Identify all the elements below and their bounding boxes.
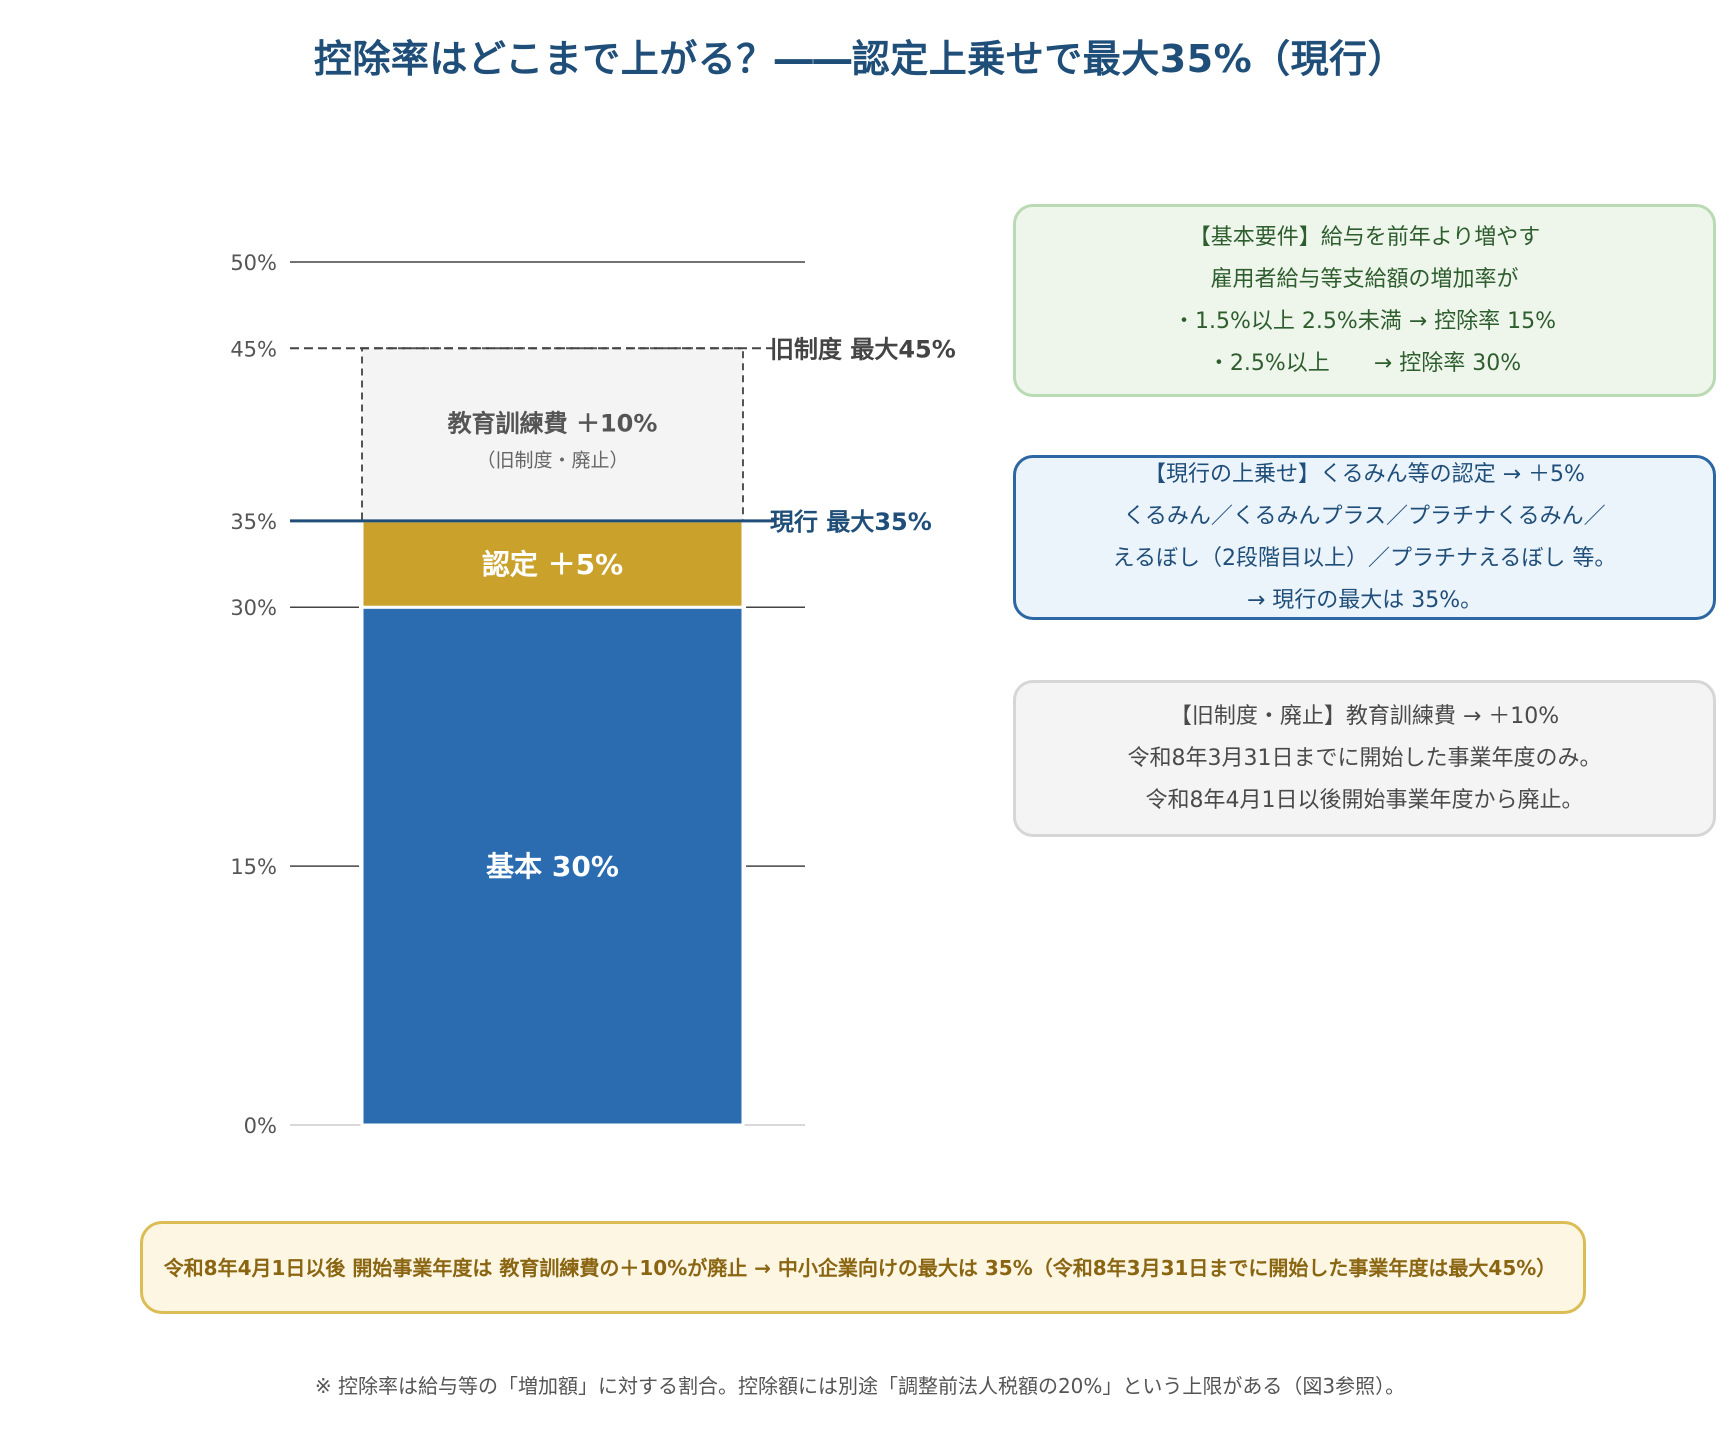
y-tick-label: 35% <box>230 510 277 534</box>
segment-sublabel-old: （旧制度・廃止） <box>476 450 628 472</box>
y-tick-label: 0% <box>244 1114 277 1138</box>
y-tick-label: 45% <box>230 337 277 361</box>
bar-segment <box>360 519 745 609</box>
note-line: 【旧制度・廃止】教育訓練費 → ＋10% <box>1169 703 1560 729</box>
reference-label-old-max: 旧制度 最大45% <box>770 335 956 363</box>
note-line: えるぼし（2段階目以上）／プラチナえるぼし 等。 <box>1112 545 1617 571</box>
stacked-bar-chart: 0% 15% 30% 35% 45% 50% 旧制度 最大45% 現行 最大35% 基本 30%… <box>230 251 956 1138</box>
note-line: 雇用者給与等支給額の増加率が <box>1210 266 1519 292</box>
note-line: 令和8年3月31日までに開始した事業年度のみ。 <box>1127 745 1602 771</box>
current-bonus-note: 【現行の上乗せ】くるみん等の認定 → ＋5% くるみん／くるみんプラス／プラチナ… <box>1013 455 1716 620</box>
abolished-system-note: 【旧制度・廃止】教育訓練費 → ＋10% 令和8年3月31日までに開始した事業年… <box>1013 680 1716 837</box>
bar-segment <box>360 605 745 1127</box>
reference-label-current-max: 現行 最大35% <box>770 508 932 536</box>
segment-label: 認定 ＋5% <box>482 548 623 581</box>
note-line: ・1.5%以上 2.5%未満 → 控除率 15% <box>1172 308 1557 334</box>
note-line: → 現行の最大は 35%。 <box>1246 587 1483 613</box>
y-tick-label: 50% <box>230 251 277 275</box>
footnote: ※ 控除率は給与等の「増加額」に対する割合。控除額には別途「調整前法人税額の20… <box>314 1374 1406 1398</box>
summary-banner-text: 令和8年4月1日以後 開始事業年度は 教育訓練費の＋10%が廃止 → 中小企業向… <box>163 1256 1557 1280</box>
summary-banner-box <box>140 1221 1586 1314</box>
chart-title: 控除率はどこまで上がる？――認定上乗せで最大35%（現行） <box>313 37 1407 81</box>
note-line: 【現行の上乗せ】くるみん等の認定 → ＋5% <box>1144 461 1585 487</box>
bar-segment-old <box>361 347 744 522</box>
segment-label: 基本 30% <box>486 850 619 883</box>
note-line: ・2.5%以上 → 控除率 30% <box>1207 350 1522 376</box>
y-tick-label: 15% <box>230 855 277 879</box>
note-line: くるみん／くるみんプラス／プラチナくるみん／ <box>1123 503 1606 529</box>
basic-requirement-note: 【基本要件】給与を前年より増やす 雇用者給与等支給額の増加率が ・1.5%以上 … <box>1013 204 1716 397</box>
y-tick-label: 30% <box>230 596 277 620</box>
note-line: 令和8年4月1日以後開始事業年度から廃止。 <box>1145 787 1584 813</box>
segment-label-old: 教育訓練費 ＋10% <box>448 410 658 438</box>
note-line: 【基本要件】給与を前年より増やす <box>1188 224 1541 250</box>
